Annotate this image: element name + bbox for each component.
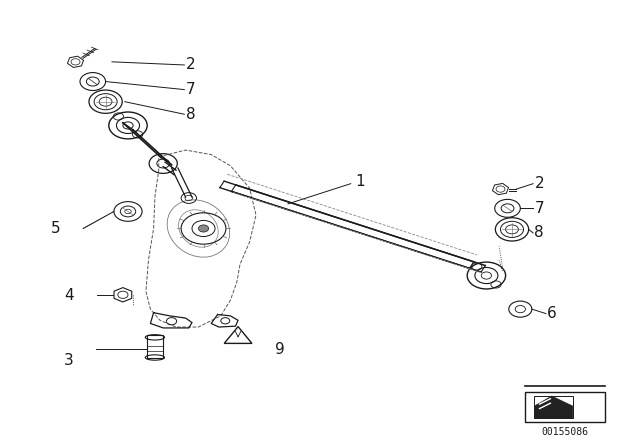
Text: 2: 2 xyxy=(186,57,195,73)
Text: 00155086: 00155086 xyxy=(541,427,588,437)
Text: 1: 1 xyxy=(355,174,365,189)
Text: 7: 7 xyxy=(534,201,544,216)
Polygon shape xyxy=(534,396,573,418)
Polygon shape xyxy=(534,396,573,418)
Text: 6: 6 xyxy=(547,306,557,321)
Bar xyxy=(525,392,605,422)
Bar xyxy=(147,335,163,358)
Text: 3: 3 xyxy=(64,353,74,368)
Text: 2: 2 xyxy=(534,176,544,191)
Circle shape xyxy=(198,225,209,232)
Text: 9: 9 xyxy=(275,342,285,357)
Text: 5: 5 xyxy=(51,221,61,236)
Text: 4: 4 xyxy=(64,288,74,303)
Text: 8: 8 xyxy=(186,107,195,122)
Text: 8: 8 xyxy=(534,225,544,241)
Text: 7: 7 xyxy=(186,82,195,97)
